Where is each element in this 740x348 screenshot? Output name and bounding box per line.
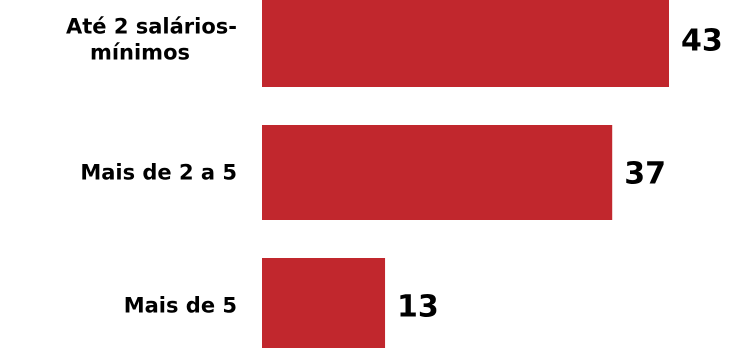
value-label-1: 43 xyxy=(681,24,723,59)
category-label-line: Até 2 salários- xyxy=(66,15,237,39)
bar-1 xyxy=(262,0,669,87)
bar-3 xyxy=(262,258,386,348)
category-label-line: Mais de 2 a 5 xyxy=(80,161,237,185)
category-label-1: Até 2 salários-mínimos xyxy=(66,15,237,65)
category-label-2: Mais de 2 a 5 xyxy=(80,161,237,185)
bar-2 xyxy=(262,125,613,220)
bars-group xyxy=(262,0,669,348)
category-labels-group: Até 2 salários-mínimos Mais de 2 a 5 Mais … xyxy=(66,15,237,318)
value-label-2: 37 xyxy=(624,157,666,192)
category-label-line: Mais de 5 xyxy=(124,294,237,318)
value-labels-group: 43 37 13 xyxy=(397,24,723,325)
category-label-line: mínimos xyxy=(90,41,190,65)
category-label-3: Mais de 5 xyxy=(124,294,237,318)
value-label-3: 13 xyxy=(397,290,439,325)
